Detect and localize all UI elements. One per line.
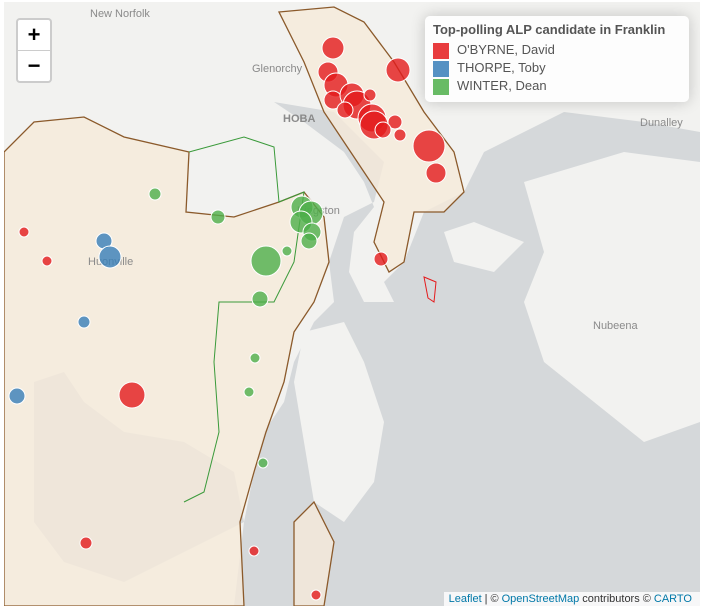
polling-place[interactable]	[321, 36, 345, 60]
polling-place[interactable]	[148, 187, 162, 201]
polling-place[interactable]	[393, 128, 407, 142]
place-label: HOBA	[283, 113, 315, 125]
land	[294, 152, 700, 522]
polling-place[interactable]	[243, 386, 255, 398]
legend-label: O'BYRNE, David	[457, 42, 555, 57]
legend-title: Top-polling ALP candidate in Franklin	[433, 22, 666, 37]
polling-place[interactable]	[251, 290, 269, 308]
attribution: Leaflet | © OpenStreetMap contributors © CART…	[443, 592, 700, 606]
polling-place[interactable]	[248, 545, 260, 557]
attribution-link[interactable]: OpenStreetMap	[501, 593, 580, 605]
legend-swatch	[433, 78, 449, 95]
polling-place[interactable]	[249, 352, 261, 364]
legend: Top-polling ALP candidate in Franklin O'…	[425, 16, 689, 102]
attribution-text: |	[484, 593, 488, 605]
boundary	[423, 276, 437, 303]
polling-place[interactable]	[425, 162, 447, 184]
map[interactable]: New NorfolkGlenorchyHOBADunalleyNubeenaH…	[4, 2, 700, 606]
place-label: Nubeena	[593, 320, 639, 332]
polling-place[interactable]	[310, 589, 322, 601]
polling-place[interactable]	[41, 255, 53, 267]
polling-place[interactable]	[387, 114, 403, 130]
polling-place[interactable]	[118, 381, 146, 409]
map-layer: New NorfolkGlenorchyHOBADunalleyNubeenaH…	[4, 6, 700, 606]
zoom-in[interactable]: +	[18, 20, 50, 51]
attribution-text: contributors ©	[582, 593, 651, 605]
polling-place[interactable]	[98, 245, 122, 269]
polling-place[interactable]	[300, 232, 318, 250]
place-label: Glenorchy	[252, 63, 303, 75]
polling-place[interactable]	[385, 57, 411, 83]
legend-item: THORPE, Toby	[433, 59, 681, 77]
place-label: New Norfolk	[90, 8, 150, 20]
legend-item: WINTER, Dean	[433, 77, 681, 95]
place-label: Dunalley	[640, 117, 683, 129]
legend-swatch	[433, 60, 449, 77]
zoom-out[interactable]: −	[27, 53, 41, 78]
attribution-text: ©	[490, 593, 499, 605]
polling-place[interactable]	[281, 245, 293, 257]
polling-place[interactable]	[77, 315, 91, 329]
attribution-link[interactable]: CARTO	[653, 593, 692, 605]
polling-place[interactable]	[8, 387, 26, 405]
polling-place[interactable]	[210, 209, 226, 225]
zoom-control: + −	[16, 18, 52, 83]
polling-place[interactable]	[412, 129, 446, 163]
polling-place[interactable]	[363, 88, 377, 102]
legend-item: O'BYRNE, David	[433, 41, 681, 59]
polling-place[interactable]	[257, 457, 269, 469]
legend-swatch	[433, 42, 449, 59]
polling-place[interactable]	[374, 121, 392, 139]
attribution-link[interactable]: Leaflet	[448, 593, 482, 605]
legend-label: THORPE, Toby	[457, 60, 546, 75]
boundary	[183, 136, 305, 503]
polling-place[interactable]	[79, 536, 93, 550]
polling-place[interactable]	[373, 251, 389, 267]
polling-place[interactable]	[250, 245, 282, 277]
legend-label: WINTER, Dean	[457, 78, 547, 93]
polling-place[interactable]	[336, 101, 354, 119]
polling-place[interactable]	[18, 226, 30, 238]
